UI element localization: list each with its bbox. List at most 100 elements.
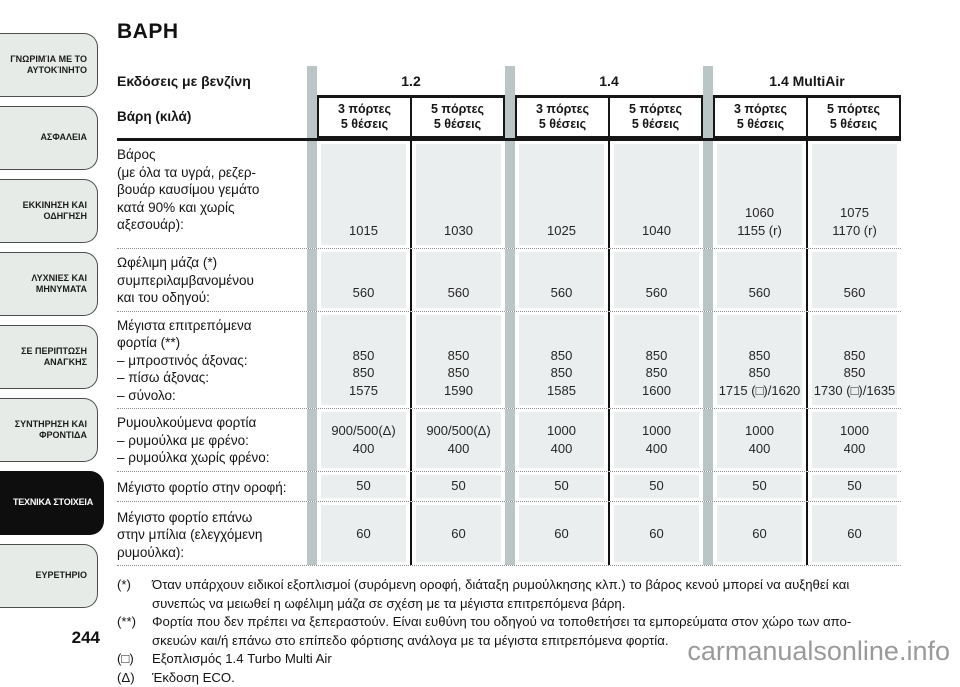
table-cell: 1075 1170 (r) bbox=[812, 144, 897, 245]
sidebar-tab-evretirio[interactable]: ΕΥΡΕΤΗΡΙΟ bbox=[0, 544, 98, 608]
weights-table: Εκδόσεις με βενζίνη 1.2 1.4 1.4 MultiAir… bbox=[117, 62, 901, 566]
table-cell: 1000 400 bbox=[717, 412, 802, 468]
engine-1-2-label: 1.2 bbox=[317, 62, 505, 95]
table-cell: 560 bbox=[519, 252, 604, 308]
row-label: Ρυμουλκούμενα φορτία – ρυμούλκα με φρένο… bbox=[117, 409, 307, 471]
table-cell: 560 bbox=[717, 252, 802, 308]
group-separator-bar bbox=[703, 141, 713, 248]
column-header-5door: 5 πόρτες 5 θέσεις bbox=[808, 98, 899, 136]
footnotes: (*) Όταν υπάρχουν ειδικοί εξοπλισμοί (συ… bbox=[117, 576, 958, 687]
sidebar-tab-texnika-stoixeia[interactable]: ΤΕΧΝΙΚΑ ΣΤΟΙΧΕΙΑ bbox=[0, 471, 104, 535]
group-separator-bar bbox=[703, 409, 713, 471]
sidebar-tab-asfaleia[interactable]: ΑΣΦΑΛΕΙΑ bbox=[0, 106, 98, 170]
row-label: Ωφέλιμη μάζα (*) συμπεριλαμβανομένου και… bbox=[117, 249, 307, 311]
column-divider bbox=[608, 409, 610, 471]
column-divider bbox=[806, 249, 808, 311]
row-label: Μέγιστο φορτίο στην οροφή: bbox=[117, 472, 307, 501]
sidebar-nav: ΓΝΩΡΙΜΊΑ ΜΕ ΤΟ ΑΥΤΟΚΊΝΗΤΟ ΑΣΦΑΛΕΙΑ ΕΚΚΙΝ… bbox=[0, 33, 104, 617]
column-divider bbox=[410, 472, 412, 501]
row-label: Βάρος (με όλα τα υγρά, ρεζερ- βουάρ καυσ… bbox=[117, 141, 307, 248]
table-cell: 560 bbox=[416, 252, 501, 308]
group-separator-bar bbox=[505, 95, 515, 138]
group-separator-bar bbox=[307, 409, 317, 471]
footnote-asterisk: (*) Όταν υπάρχουν ειδικοί εξοπλισμοί (συ… bbox=[117, 576, 958, 613]
column-divider bbox=[806, 502, 808, 566]
table-cell: 850 850 1575 bbox=[321, 315, 406, 406]
group-separator-bar bbox=[505, 312, 515, 409]
column-divider bbox=[806, 141, 808, 248]
group-separator-bar bbox=[307, 249, 317, 311]
group-separator-bar bbox=[505, 141, 515, 248]
row-label: Μέγιστο φορτίο επάνω στην μπίλια (ελεγχό… bbox=[117, 502, 307, 566]
column-header-5door: 5 πόρτες 5 θέσεις bbox=[412, 98, 503, 136]
footnote-text: Όταν υπάρχουν ειδικοί εξοπλισμοί (συρόμε… bbox=[152, 576, 849, 613]
subheader-group-1-2: 3 πόρτες 5 θέσεις 5 πόρτες 5 θέσεις bbox=[317, 95, 505, 138]
row-label: Μέγιστα επιτρεπόμενα φορτία (**) – μπροσ… bbox=[117, 312, 307, 409]
page-content: ΒΑΡΗ Εκδόσεις με βενζίνη 1.2 1.4 1.4 Mul… bbox=[117, 20, 958, 687]
column-header-3door: 3 πόρτες 5 θέσεις bbox=[715, 98, 806, 136]
table-cell: 1000 400 bbox=[519, 412, 604, 468]
group-separator-bar bbox=[505, 249, 515, 311]
sidebar-tab-syntirisi[interactable]: ΣΥΝΤΗΡΗΣΗ ΚΑΙ ΦΡΟΝΤΙΔΑ bbox=[0, 398, 98, 462]
table-cell: 1030 bbox=[416, 144, 501, 245]
table-cell: 50 bbox=[416, 475, 501, 498]
page-number: 244 bbox=[0, 628, 100, 648]
engine-1-4-label: 1.4 bbox=[515, 62, 703, 95]
table-cell: 50 bbox=[812, 475, 897, 498]
group-separator-bar bbox=[505, 502, 515, 566]
table-cell: 1025 bbox=[519, 144, 604, 245]
group-separator-bar bbox=[703, 95, 713, 138]
engine-1-4-multiair-label: 1.4 MultiAir bbox=[713, 62, 901, 95]
footnote-delta: (Δ) Έκδοση ECO. bbox=[117, 669, 958, 687]
subheader-group-1-4: 3 πόρτες 5 θέσεις 5 πόρτες 5 θέσεις bbox=[515, 95, 703, 138]
sidebar-tab-ekkinisi[interactable]: ΕΚΚΙΝΗΣΗ ΚΑΙ ΟΔΗΓΗΣΗ bbox=[0, 179, 98, 243]
group-separator-bar bbox=[307, 472, 317, 501]
column-divider bbox=[410, 409, 412, 471]
table-cell: 50 bbox=[717, 475, 802, 498]
column-divider bbox=[608, 472, 610, 501]
table-cell: 60 bbox=[321, 505, 406, 563]
table-cell: 850 850 1590 bbox=[416, 315, 501, 406]
table-row-payload: Ωφέλιμη μάζα (*) συμπεριλαμβανομένου και… bbox=[117, 248, 901, 311]
table-cell: 60 bbox=[717, 505, 802, 563]
group-separator-bar bbox=[307, 95, 317, 138]
weights-kg-header: Βάρη (κιλά) bbox=[117, 95, 307, 138]
group-separator-bar bbox=[307, 312, 317, 409]
table-cell: 560 bbox=[812, 252, 897, 308]
watermark: carmanualsonline.info bbox=[687, 636, 950, 667]
table-cell: 1040 bbox=[614, 144, 699, 245]
table-cell: 50 bbox=[321, 475, 406, 498]
sidebar-tab-gnorimia[interactable]: ΓΝΩΡΙΜΊΑ ΜΕ ΤΟ ΑΥΤΟΚΊΝΗΤΟ bbox=[0, 33, 98, 97]
table-cell: 560 bbox=[614, 252, 699, 308]
group-separator-bar bbox=[505, 409, 515, 471]
table-cell: 1060 1155 (r) bbox=[717, 144, 802, 245]
engine-header-row: Εκδόσεις με βενζίνη 1.2 1.4 1.4 MultiAir bbox=[117, 62, 901, 95]
subheader-row: Βάρη (κιλά) 3 πόρτες 5 θέσεις 5 πόρτες 5… bbox=[117, 95, 901, 141]
table-row-towable-loads: Ρυμουλκούμενα φορτία – ρυμούλκα με φρένο… bbox=[117, 408, 901, 471]
table-row-ball-load: Μέγιστο φορτίο επάνω στην μπίλια (ελεγχό… bbox=[117, 501, 901, 567]
table-cell: 1000 400 bbox=[614, 412, 699, 468]
group-separator-bar bbox=[505, 472, 515, 501]
column-header-3door: 3 πόρτες 5 θέσεις bbox=[319, 98, 410, 136]
footnote-marker: (□) bbox=[117, 650, 152, 669]
column-divider bbox=[608, 249, 610, 311]
table-cell: 900/500(Δ) 400 bbox=[416, 412, 501, 468]
subheader-group-1-4-multiair: 3 πόρτες 5 θέσεις 5 πόρτες 5 θέσεις bbox=[713, 95, 901, 138]
column-header-5door: 5 πόρτες 5 θέσεις bbox=[610, 98, 701, 136]
sidebar-tab-periptosi-anagkis[interactable]: ΣΕ ΠΕΡΙΠΤΩΣΗ ΑΝΑΓΚΗΣ bbox=[0, 325, 98, 389]
table-cell: 850 850 1730 (□)/1635 bbox=[812, 315, 897, 406]
column-header-3door: 3 πόρτες 5 θέσεις bbox=[517, 98, 608, 136]
table-cell: 50 bbox=[614, 475, 699, 498]
table-cell: 1000 400 bbox=[812, 412, 897, 468]
group-separator-bar bbox=[703, 66, 713, 95]
table-cell: 50 bbox=[519, 475, 604, 498]
column-divider bbox=[410, 312, 412, 409]
sidebar-tab-lyxnies[interactable]: ΛΥΧΝΙΕΣ ΚΑΙ ΜΗΝΥΜΑΤΑ bbox=[0, 252, 98, 316]
table-cell: 850 850 1585 bbox=[519, 315, 604, 406]
column-divider bbox=[410, 249, 412, 311]
group-separator-bar bbox=[703, 472, 713, 501]
column-divider bbox=[608, 502, 610, 566]
footnote-marker: (**) bbox=[117, 613, 152, 650]
group-separator-bar bbox=[703, 249, 713, 311]
column-divider bbox=[608, 141, 610, 248]
